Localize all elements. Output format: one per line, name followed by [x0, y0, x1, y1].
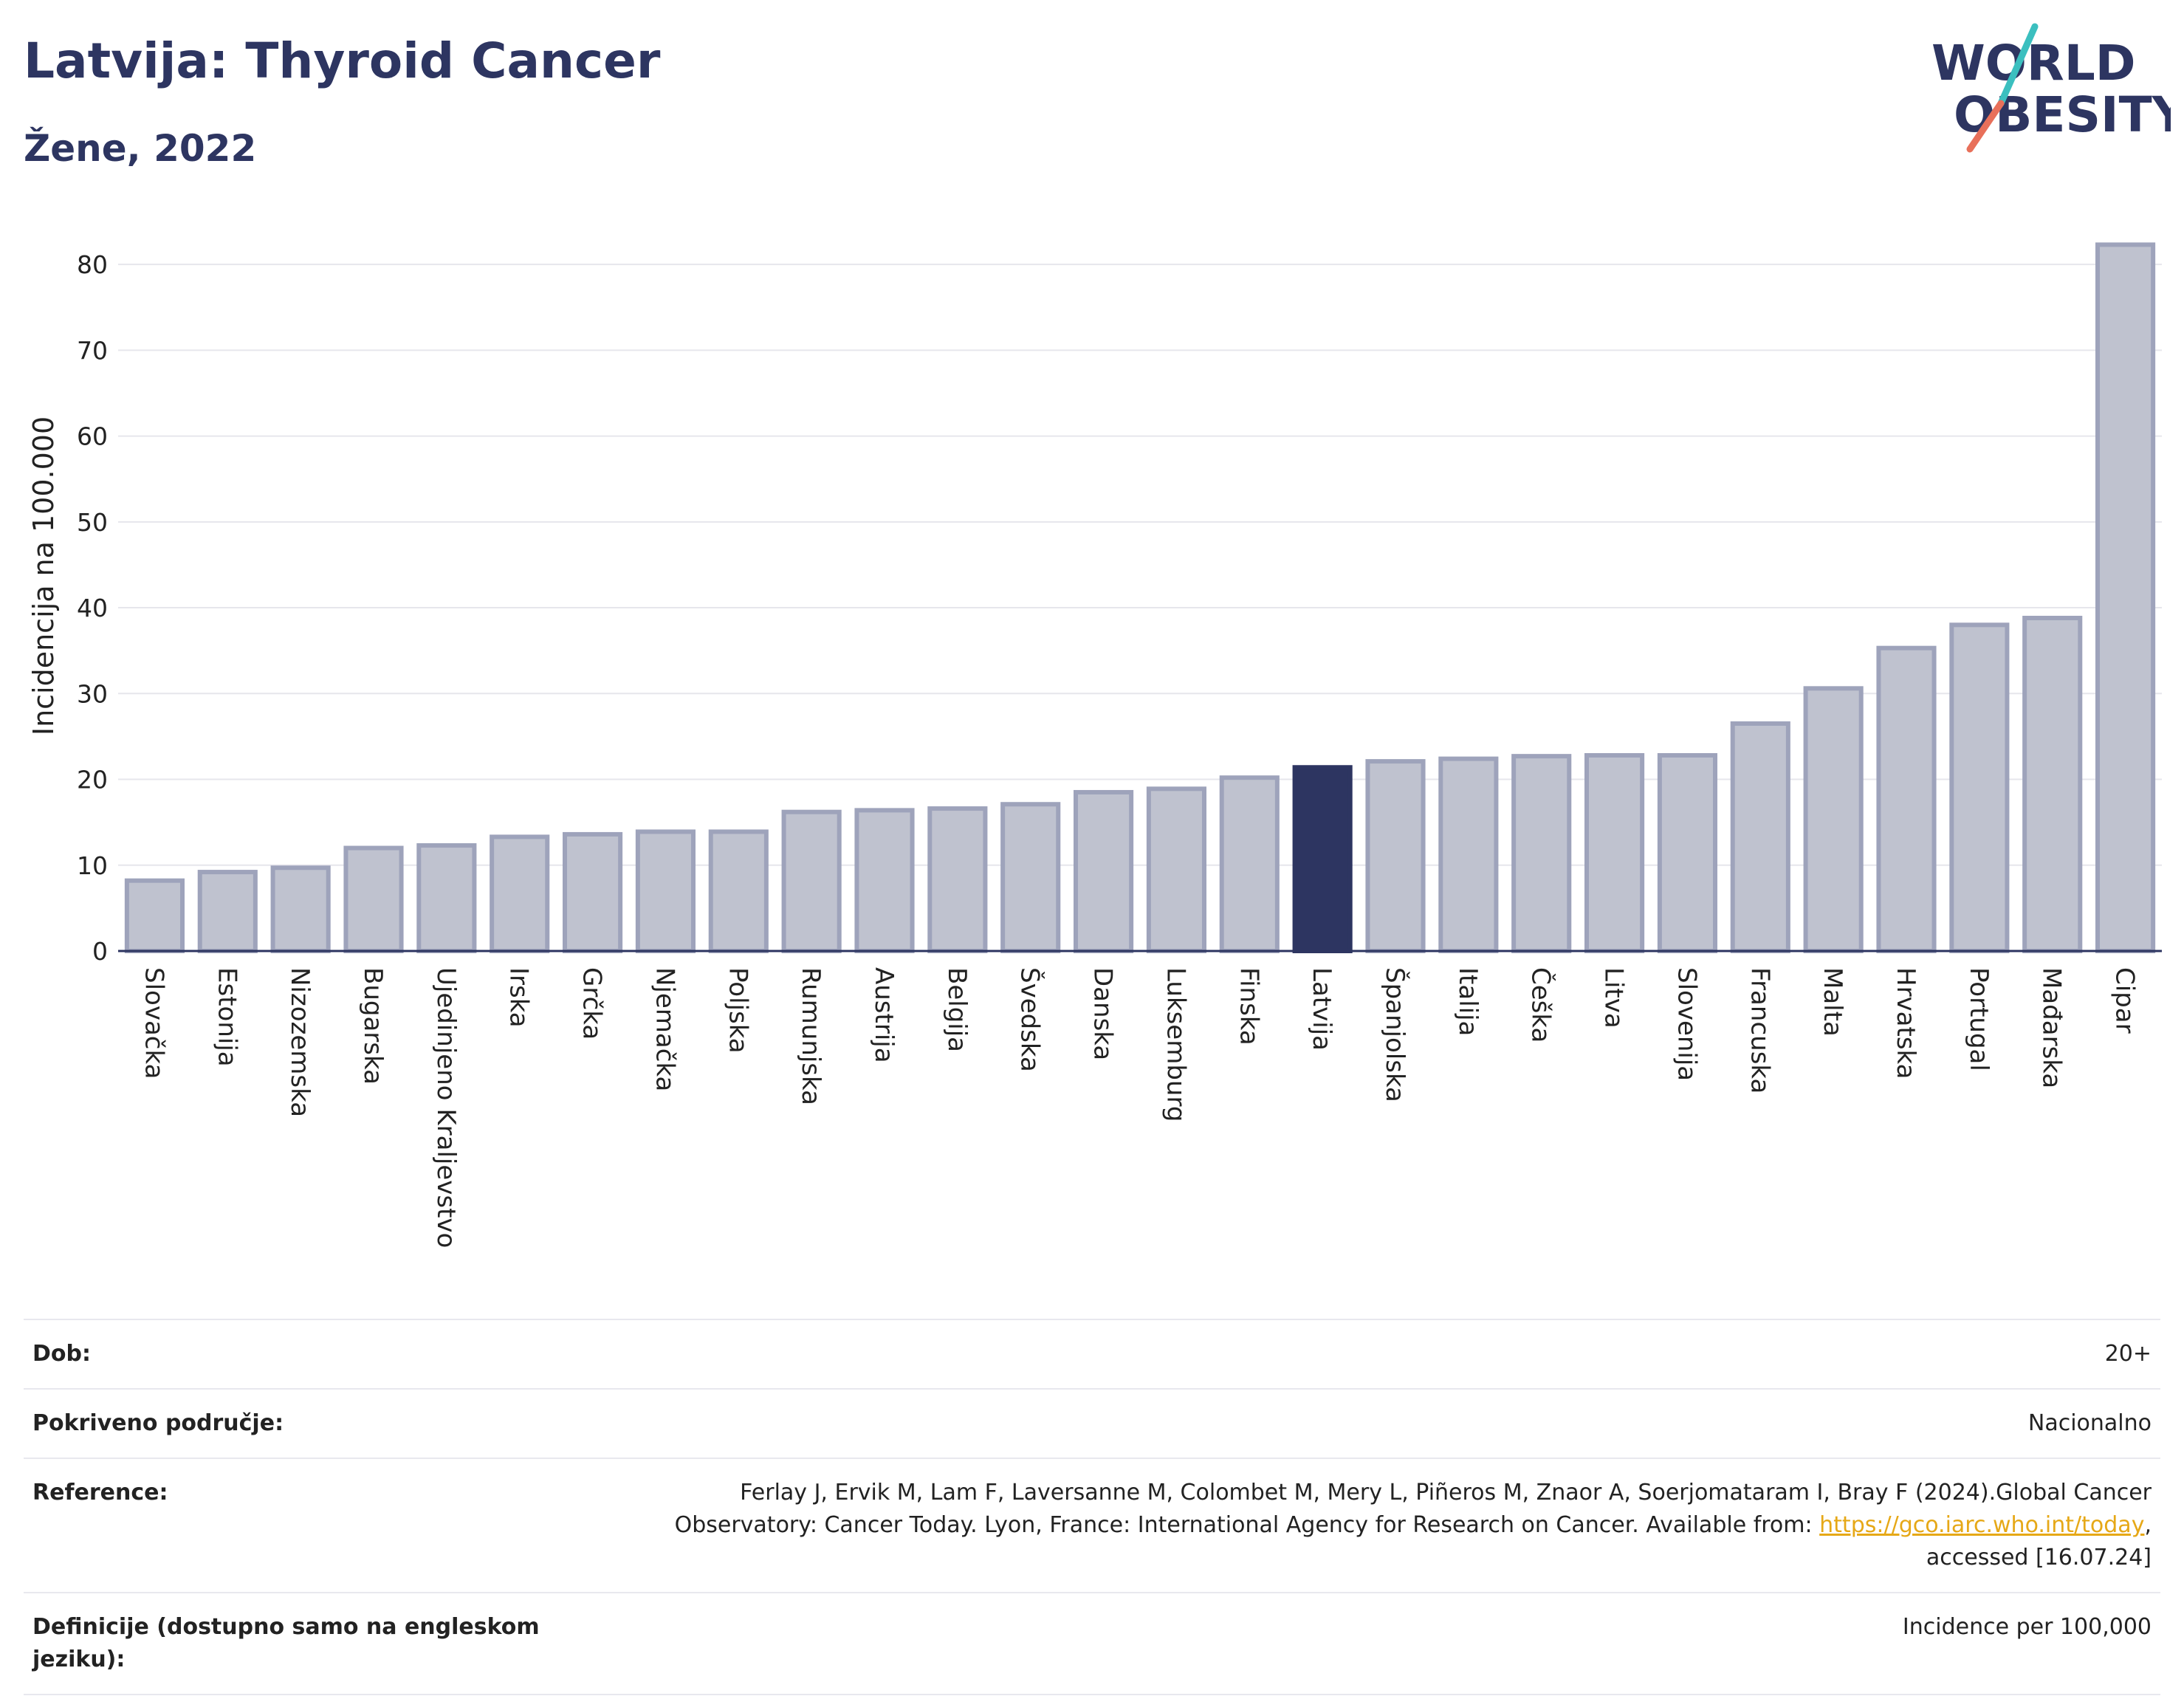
logo-text-world: WORLD: [1931, 35, 2136, 92]
bar: [1730, 721, 1790, 953]
x-tick-label: Slovenija: [1672, 967, 1701, 1081]
bar: [781, 809, 842, 954]
x-tick-label: Ujedinjeno Kraljevstvo: [431, 967, 461, 1248]
bar: [1146, 786, 1206, 954]
x-tick-label: Francuska: [1745, 967, 1774, 1094]
bar: [1511, 754, 1572, 953]
y-tick-label: 30: [77, 679, 108, 708]
x-tick-label: Bugarska: [358, 967, 388, 1085]
bar: [1219, 775, 1280, 953]
x-axis-labels: Slovačka Estonija Nizozemska Bugarska Ujedin…: [139, 967, 2139, 1248]
info-key-definitions: Definicije (dostupno samo na engleskom j…: [32, 1614, 540, 1672]
reference-text: Ferlay J, Ervik M, Lam F, Laversanne M, …: [674, 1480, 2152, 1538]
bar: [635, 829, 696, 954]
bar: [1657, 752, 1717, 953]
reference-link[interactable]: https://gco.iarc.who.int/today: [1819, 1512, 2145, 1538]
x-tick-label: Italija: [1453, 967, 1483, 1036]
logo-slash-top: [1997, 23, 2039, 107]
x-tick-label: Cipar: [2110, 967, 2140, 1034]
bar: [2022, 616, 2083, 954]
bar: [124, 878, 185, 953]
bar: [563, 831, 623, 954]
info-key-reference: Reference:: [32, 1480, 168, 1506]
x-tick-label: Mađarska: [2037, 967, 2067, 1088]
bar: [1876, 645, 1937, 953]
x-tick-label: Finska: [1234, 967, 1263, 1046]
bar-chart: 0 10 20 30 40 50 60 70 80 Slovačka Estonija Nizoze…: [27, 242, 2162, 1248]
bar: [1074, 789, 1134, 954]
bar: [270, 865, 331, 953]
info-row-age: Dob: 20+: [24, 1319, 2160, 1388]
x-tick-label: Portugal: [1964, 967, 1994, 1071]
y-axis-label: Incidencija na 100.000: [27, 416, 60, 735]
x-tick-label: Njemačka: [650, 967, 679, 1091]
x-tick-label: Slovačka: [139, 967, 168, 1079]
x-tick-label: Litva: [1599, 967, 1629, 1029]
y-axis-ticks: 0 10 20 30 40 50 60 70 80: [77, 250, 108, 966]
y-tick-label: 0: [92, 937, 108, 966]
bar: [1803, 686, 1864, 953]
y-tick-label: 70: [77, 336, 108, 365]
bar: [1949, 622, 2010, 954]
x-tick-label: Belgija: [942, 967, 972, 1052]
info-key-age: Dob:: [32, 1341, 91, 1367]
x-tick-label: Luksemburg: [1161, 967, 1190, 1122]
info-value-reference: Ferlay J, Ervik M, Lam F, Laversanne M, …: [601, 1477, 2152, 1574]
bar: [1365, 759, 1426, 953]
bar: [1438, 756, 1499, 953]
bar: [1000, 802, 1061, 954]
world-obesity-logo: WORLD OBESITY: [1931, 23, 2171, 153]
y-tick-label: 50: [77, 508, 108, 537]
y-tick-label: 80: [77, 250, 108, 279]
info-value-coverage: Nacionalno: [2027, 1410, 2152, 1436]
x-tick-label: Češka: [1526, 967, 1556, 1043]
bar: [197, 870, 258, 953]
x-tick-label: Malta: [1818, 967, 1847, 1037]
x-tick-label: Poljska: [723, 967, 752, 1054]
x-tick-label: Hrvatska: [1891, 967, 1920, 1079]
x-tick-label: Španjolska: [1380, 967, 1410, 1102]
x-tick-label: Švedska: [1015, 967, 1045, 1072]
bar: [416, 843, 477, 954]
bar: [854, 808, 915, 954]
info-table: Dob: 20+ Pokriveno područje: Nacionalno …: [24, 1319, 2160, 1695]
x-tick-label: Rumunjska: [796, 967, 825, 1105]
info-key-coverage: Pokriveno područje:: [32, 1410, 284, 1436]
chart-subtitle: Žene, 2022: [24, 127, 257, 170]
x-tick-label: Grčka: [577, 967, 607, 1040]
y-tick-label: 40: [77, 594, 108, 622]
info-value-age: 20+: [2104, 1341, 2152, 1367]
x-tick-label: Irska: [504, 967, 534, 1028]
logo-slash-bottom: [1966, 100, 2005, 153]
x-tick-label: Nizozemska: [285, 967, 315, 1117]
bar: [927, 806, 988, 954]
bar: [343, 845, 404, 954]
x-tick-label: Danska: [1088, 967, 1118, 1060]
bar: [1584, 752, 1645, 953]
info-row-coverage: Pokriveno područje: Nacionalno: [24, 1388, 2160, 1458]
bars: [124, 242, 2156, 954]
bar-highlighted: [1292, 765, 1353, 953]
x-tick-label: Estonija: [212, 967, 241, 1067]
bar: [2095, 242, 2156, 953]
info-value-definitions: Incidence per 100,000: [1902, 1614, 2152, 1640]
x-tick-label: Latvija: [1307, 967, 1336, 1051]
y-tick-label: 60: [77, 422, 108, 451]
y-tick-label: 10: [77, 851, 108, 880]
info-row-reference: Reference: Ferlay J, Ervik M, Lam F, Lav…: [24, 1458, 2160, 1592]
chart-title: Latvija: Thyroid Cancer: [24, 32, 661, 89]
bar: [708, 829, 769, 954]
info-row-definitions: Definicije (dostupno samo na engleskom j…: [24, 1592, 2160, 1695]
bar: [490, 834, 550, 954]
x-tick-label: Austrija: [869, 967, 899, 1063]
y-tick-label: 20: [77, 766, 108, 794]
reference-accessed: , accessed [16.07.24]: [1926, 1512, 2152, 1570]
